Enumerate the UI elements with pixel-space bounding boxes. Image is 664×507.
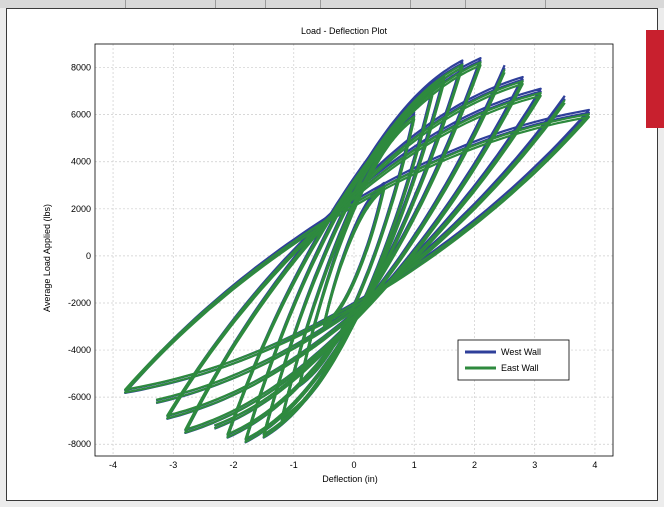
series-west-wall — [124, 57, 590, 444]
x-tick-label: -2 — [230, 460, 238, 470]
legend-box — [457, 339, 570, 381]
y-axis-label: Average Load Applied (lbs) — [42, 204, 52, 312]
x-tick-label: 2 — [472, 460, 477, 470]
accent-tab — [646, 30, 664, 128]
hysteresis-loop — [155, 102, 566, 404]
x-tick-label: 0 — [351, 460, 356, 470]
hysteresis-loop — [166, 94, 542, 420]
plot-area-border — [94, 43, 614, 457]
series-layer — [124, 57, 590, 444]
x-tick-label: 4 — [592, 460, 597, 470]
series-east-wall — [124, 61, 590, 443]
strip-divider — [465, 0, 466, 8]
y-tick-label: -4000 — [68, 345, 91, 355]
legend: West Wall East Wall — [457, 339, 570, 381]
y-tick-label: 8000 — [71, 63, 91, 73]
strip-divider — [320, 0, 321, 8]
x-tick-label: -4 — [109, 460, 117, 470]
y-tick-label: -2000 — [68, 298, 91, 308]
legend-label-west-wall: West Wall — [501, 347, 541, 357]
legend-label-east-wall: East Wall — [501, 363, 539, 373]
tick-labels: -4 -3 -2 -1 0 1 2 3 4 -8000 -6000 -4000 -2000 0 2000 40… — [68, 63, 597, 470]
y-tick-label: -8000 — [68, 439, 91, 449]
hysteresis-loop — [244, 63, 464, 441]
x-tick-label: -1 — [290, 460, 298, 470]
y-tick-label: 6000 — [71, 110, 91, 120]
y-tick-label: 2000 — [71, 204, 91, 214]
x-tick-label: 1 — [412, 460, 417, 470]
x-tick-label: -3 — [169, 460, 177, 470]
x-tick-label: 3 — [532, 460, 537, 470]
hysteresis-loop — [184, 80, 524, 431]
strip-divider — [410, 0, 411, 8]
strip-divider — [215, 0, 216, 8]
y-tick-label: -6000 — [68, 392, 91, 402]
y-tick-label: 0 — [86, 251, 91, 261]
hysteresis-loop — [124, 115, 590, 394]
hysteresis-loop — [226, 61, 482, 436]
chart-title: Load - Deflection Plot — [301, 26, 388, 36]
hysteresis-loop — [184, 82, 524, 434]
y-tick-label: 4000 — [71, 157, 91, 167]
hysteresis-loop — [124, 113, 590, 391]
top-strip — [0, 0, 664, 8]
strip-divider — [545, 0, 546, 8]
x-axis-label: Deflection (in) — [322, 474, 378, 484]
hysteresis-loop — [166, 91, 542, 417]
strip-divider — [265, 0, 266, 8]
strip-divider — [125, 0, 126, 8]
hysteresis-loop — [226, 64, 482, 439]
